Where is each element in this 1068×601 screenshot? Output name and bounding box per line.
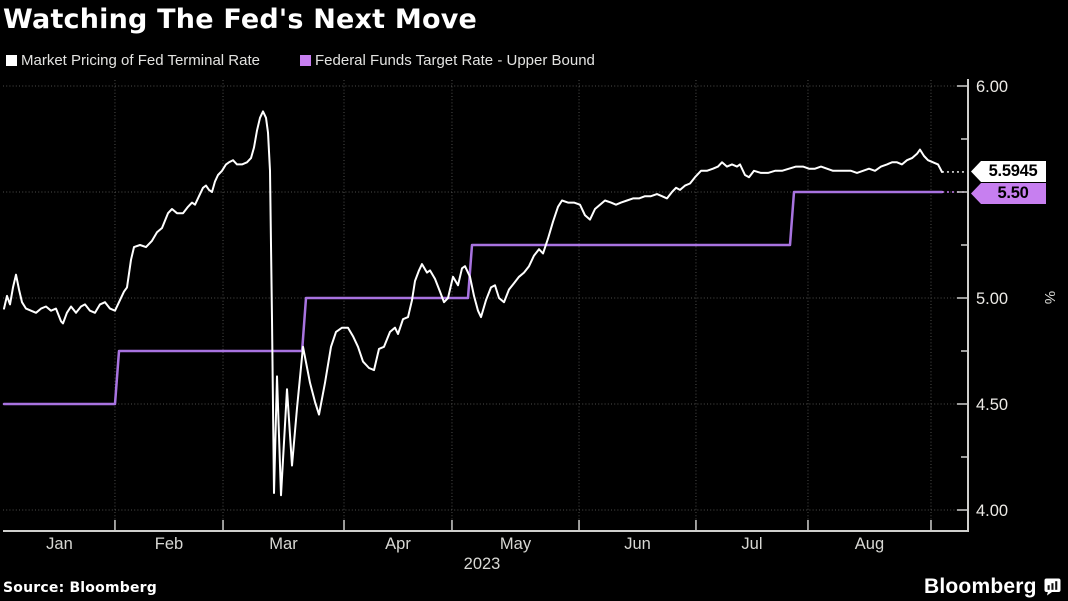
legend-swatch-market-pricing-icon <box>6 55 17 66</box>
last-value-label-market-pricing: 5.5945 <box>971 161 1046 182</box>
x-axis-label-mar: Mar <box>269 535 298 553</box>
x-axis-label-apr: Apr <box>385 535 411 553</box>
legend-label-market-pricing: Market Pricing of Fed Terminal Rate <box>21 52 260 69</box>
y-axis-label-4.50: 4.50 <box>976 396 1008 414</box>
x-axis-label-jan: Jan <box>46 535 73 553</box>
last-value-label-fed-funds-target: 5.50 <box>971 183 1046 204</box>
x-axis-label-may: May <box>500 535 532 553</box>
legend-item-fed-funds-target: Federal Funds Target Rate - Upper Bound <box>300 53 595 69</box>
x-axis-label-jul: Jul <box>741 535 762 553</box>
y-axis-label-5.00: 5.00 <box>976 290 1008 308</box>
y-axis-unit-label: % <box>1041 290 1059 305</box>
x-axis-label-aug: Aug <box>855 535 884 553</box>
legend-label-fed-funds-target: Federal Funds Target Rate - Upper Bound <box>315 52 595 69</box>
series-line-market-pricing <box>3 110 943 497</box>
legend-item-market-pricing: Market Pricing of Fed Terminal Rate <box>6 53 260 69</box>
chart-title: Watching The Fed's Next Move <box>3 4 478 35</box>
bloomberg-wordmark: Bloomberg <box>924 575 1037 598</box>
x-axis-label-feb: Feb <box>155 535 183 553</box>
bloomberg-logo: Bloomberg <box>924 575 1061 599</box>
source-credit: Source: Bloomberg <box>3 580 157 596</box>
y-axis-label-6.00: 6.00 <box>976 78 1008 96</box>
bloomberg-logo-icon <box>1044 578 1061 596</box>
legend-swatch-fed-funds-target-icon <box>300 55 311 66</box>
x-axis-year-label: 2023 <box>463 555 501 573</box>
x-axis-label-jun: Jun <box>624 535 651 553</box>
y-axis-label-4.00: 4.00 <box>976 502 1008 520</box>
series-line-fed-funds-target <box>2 190 944 406</box>
